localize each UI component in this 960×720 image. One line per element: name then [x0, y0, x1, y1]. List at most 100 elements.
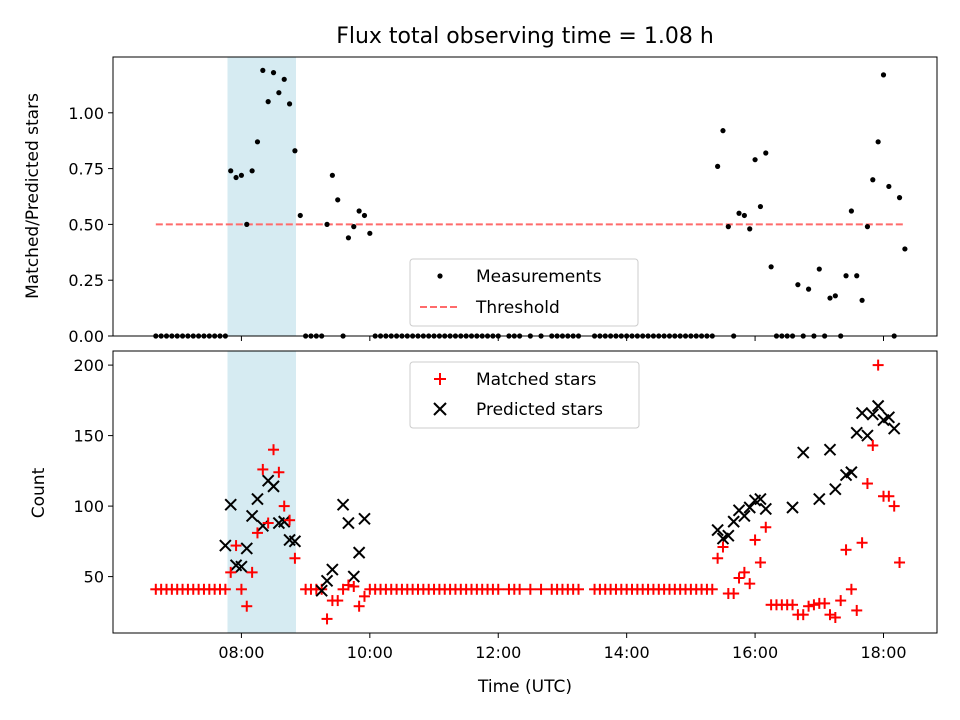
matched-star-point — [706, 583, 718, 595]
matched-star-point — [835, 595, 847, 607]
measurement-point — [351, 224, 357, 230]
top-y-tick-label: 0.25 — [68, 271, 104, 290]
predicted-star-point — [871, 399, 885, 413]
predicted-star-point — [866, 408, 879, 421]
measurement-point — [843, 273, 849, 279]
x-tick-label: 10:00 — [347, 643, 393, 662]
matched-star-point — [883, 490, 895, 502]
top-x-ticks — [240, 336, 884, 341]
matched-star-point — [514, 583, 526, 595]
bottom-y-tick-label: 50 — [84, 568, 104, 587]
matched-star-point — [819, 597, 831, 609]
measurement-point — [329, 172, 335, 178]
predicted-star-point — [786, 501, 799, 514]
measurement-point — [870, 177, 876, 183]
matched-star-point — [241, 600, 253, 612]
x-tick-label: 14:00 — [604, 643, 650, 662]
matched-star-point — [744, 578, 756, 590]
matched-star-point — [348, 580, 360, 592]
matched-star-point — [358, 590, 370, 602]
matched-star-point — [728, 588, 740, 600]
measurement-point — [805, 286, 812, 292]
matched-star-point — [829, 611, 841, 623]
matched-star-point — [492, 583, 504, 595]
matched-star-point — [321, 613, 333, 625]
matched-star-point — [535, 583, 547, 595]
matched-star-point — [235, 583, 247, 595]
matched-star-point — [738, 566, 750, 578]
predicted-star-point — [224, 498, 237, 511]
measurement-point — [859, 297, 865, 303]
predicted-star-point — [336, 498, 350, 511]
top-axes: 0.00 0.25 0.50 0.75 1.00 Matched/Predicted s… — [23, 56, 938, 346]
measurement-point — [244, 221, 250, 227]
matched-star-point — [273, 466, 285, 478]
legend-predicted-marker — [433, 402, 447, 416]
predicted-star-point — [347, 570, 360, 583]
matched-star-point — [573, 583, 585, 595]
top-y-tick-label: 0.75 — [68, 160, 104, 179]
predicted-star-point — [823, 443, 837, 456]
matched-star-point — [754, 557, 766, 568]
matched-star-point — [845, 583, 857, 595]
measurement-point — [795, 282, 801, 288]
bottom-plot-marks — [150, 359, 906, 625]
measurement-point — [816, 266, 822, 272]
predicted-star-point — [315, 584, 328, 597]
matched-star-point — [717, 541, 729, 553]
measurement-point — [848, 208, 854, 214]
matched-star-point — [289, 552, 301, 564]
x-axis-label: Time (UTC) — [477, 677, 572, 697]
matched-star-point — [894, 557, 906, 568]
predicted-star-point — [754, 492, 767, 506]
measurement-point — [356, 208, 362, 214]
predicted-star-point — [829, 482, 842, 496]
predicted-star-point — [855, 406, 869, 420]
x-tick-label: 16:00 — [732, 643, 778, 662]
measurement-point — [768, 264, 774, 270]
predicted-star-point — [861, 429, 874, 442]
matched-star-point — [246, 566, 258, 578]
predicted-star-point — [797, 446, 810, 459]
predicted-star-point — [320, 574, 334, 588]
measurement-point — [736, 210, 742, 216]
matched-star-point — [861, 478, 873, 490]
measurement-point — [763, 150, 769, 156]
legend-measurements-marker — [437, 273, 443, 279]
predicted-star-point — [235, 560, 248, 573]
bottom-y-ticks: 50 100 150 200 — [73, 356, 113, 587]
predicted-star-point — [711, 523, 724, 537]
measurement-point — [324, 221, 330, 227]
measurement-point — [292, 148, 298, 154]
predicted-star-point — [813, 492, 826, 506]
matched-star-point — [364, 583, 376, 595]
measurement-point — [896, 195, 903, 201]
predicted-star-point — [245, 509, 259, 523]
matched-star-point — [803, 600, 815, 612]
bottom-y-tick-label: 100 — [73, 497, 104, 516]
predicted-star-point — [887, 422, 901, 435]
matched-star-point — [230, 540, 242, 552]
predicted-star-point — [845, 466, 858, 479]
measurement-point — [886, 183, 892, 190]
predicted-star-point — [727, 515, 740, 528]
matched-star-point — [749, 534, 761, 546]
matched-star-point — [257, 463, 269, 475]
legend-predicted-label: Predicted stars — [476, 400, 603, 420]
measurement-point — [725, 224, 731, 230]
predicted-star-point — [267, 480, 280, 493]
measurement-point — [720, 128, 726, 134]
measurement-point — [270, 70, 277, 76]
predicted-star-point — [850, 426, 863, 439]
matched-star-point — [851, 604, 863, 616]
matched-star-point — [867, 439, 879, 451]
measurement-point — [741, 212, 747, 219]
matched-star-point — [219, 583, 231, 595]
predicted-star-point — [743, 501, 756, 514]
measurement-point — [864, 224, 871, 230]
measurement-point — [880, 72, 887, 78]
top-legend: Measurements Threshold — [409, 258, 639, 327]
measurement-point — [827, 295, 833, 301]
predicted-star-point — [882, 411, 896, 424]
